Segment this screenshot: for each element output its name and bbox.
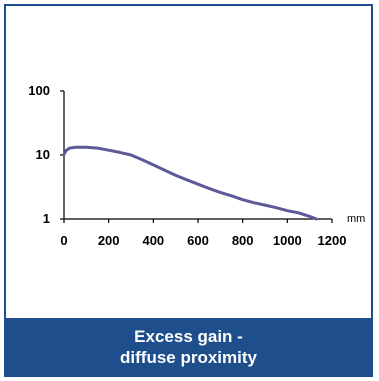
- x-tick-label: 200: [98, 233, 120, 248]
- x-tick-label: 400: [142, 233, 164, 248]
- x-tick-label: 0: [60, 233, 67, 248]
- chart-card: 1 10 100 0 200 400 600 800 1000 1200 mm Excess gai…: [4, 4, 373, 377]
- y-tick-label: 100: [28, 83, 50, 98]
- y-tick-label: 10: [36, 147, 50, 162]
- x-tick-label: 1000: [273, 233, 302, 248]
- x-tick-label: 800: [232, 233, 254, 248]
- x-axis-unit-label: mm: [347, 213, 365, 225]
- caption-line-1: Excess gain -: [134, 326, 243, 346]
- x-tick-label: 1200: [318, 233, 347, 248]
- caption-line-2: diffuse proximity: [120, 347, 257, 367]
- x-tick-label: 600: [187, 233, 209, 248]
- excess-gain-curve: [62, 145, 318, 221]
- chart-caption: Excess gain - diffuse proximity: [6, 318, 371, 375]
- y-tick-label: 1: [43, 211, 50, 226]
